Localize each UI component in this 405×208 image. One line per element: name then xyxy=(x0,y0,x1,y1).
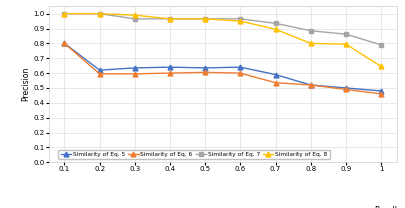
Similarity of Eq. 6 xyxy=(379,93,384,95)
Similarity of Eq. 6 xyxy=(343,88,348,91)
Similarity of Eq. 8 xyxy=(308,42,313,45)
Similarity of Eq. 8 xyxy=(273,28,278,31)
Line: Similarity of Eq. 8: Similarity of Eq. 8 xyxy=(62,11,384,69)
Similarity of Eq. 7 xyxy=(62,12,67,15)
Similarity of Eq. 6 xyxy=(132,73,137,75)
Similarity of Eq. 5 xyxy=(273,73,278,76)
Similarity of Eq. 5 xyxy=(379,90,384,92)
Similarity of Eq. 6 xyxy=(97,73,102,75)
Similarity of Eq. 5 xyxy=(343,87,348,89)
Similarity of Eq. 6 xyxy=(308,84,313,86)
Similarity of Eq. 5 xyxy=(62,42,67,45)
Similarity of Eq. 8 xyxy=(62,12,67,15)
Similarity of Eq. 8 xyxy=(203,18,208,20)
Similarity of Eq. 5 xyxy=(97,69,102,71)
Similarity of Eq. 5 xyxy=(168,66,173,68)
Similarity of Eq. 6 xyxy=(62,42,67,45)
Similarity of Eq. 8 xyxy=(343,43,348,45)
Similarity of Eq. 8 xyxy=(379,65,384,68)
Text: Recall: Recall xyxy=(374,206,397,208)
Line: Similarity of Eq. 6: Similarity of Eq. 6 xyxy=(62,41,384,96)
Similarity of Eq. 7 xyxy=(273,22,278,25)
Similarity of Eq. 7 xyxy=(238,18,243,20)
Similarity of Eq. 8 xyxy=(168,18,173,20)
Similarity of Eq. 8 xyxy=(97,12,102,15)
Similarity of Eq. 6 xyxy=(203,71,208,74)
Similarity of Eq. 7 xyxy=(203,18,208,20)
Similarity of Eq. 7 xyxy=(97,12,102,15)
Similarity of Eq. 6 xyxy=(273,82,278,84)
Similarity of Eq. 8 xyxy=(238,20,243,22)
Similarity of Eq. 7 xyxy=(308,30,313,32)
Line: Similarity of Eq. 7: Similarity of Eq. 7 xyxy=(62,11,384,47)
Similarity of Eq. 6 xyxy=(238,72,243,74)
Similarity of Eq. 7 xyxy=(343,33,348,35)
Similarity of Eq. 5 xyxy=(132,67,137,69)
Similarity of Eq. 7 xyxy=(168,18,173,20)
Similarity of Eq. 5 xyxy=(238,66,243,68)
Similarity of Eq. 5 xyxy=(308,84,313,86)
Similarity of Eq. 8 xyxy=(132,14,137,16)
Similarity of Eq. 7 xyxy=(379,44,384,46)
Legend: Similarity of Eq. 5, Similarity of Eq. 6, Similarity of Eq. 7, Similarity of Eq.: Similarity of Eq. 5, Similarity of Eq. 6… xyxy=(58,150,330,159)
Line: Similarity of Eq. 5: Similarity of Eq. 5 xyxy=(62,41,384,93)
Similarity of Eq. 7 xyxy=(132,18,137,20)
Y-axis label: Precision: Precision xyxy=(21,67,30,102)
Similarity of Eq. 6 xyxy=(168,72,173,74)
Similarity of Eq. 5 xyxy=(203,67,208,69)
